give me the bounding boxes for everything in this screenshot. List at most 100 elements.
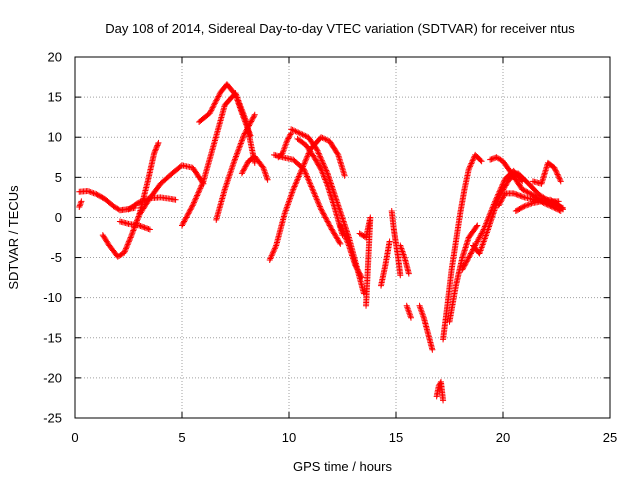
data-point (293, 128, 300, 135)
data-point (214, 94, 221, 101)
y-tick-label: -20 (43, 370, 62, 385)
data-point (469, 247, 476, 254)
data-point (477, 233, 484, 240)
data-point (193, 193, 200, 200)
data-point (238, 137, 245, 144)
data-point (251, 111, 258, 118)
data-point (292, 180, 299, 187)
data-point (497, 198, 504, 205)
data-point (298, 130, 305, 137)
data-point (127, 234, 134, 241)
data-point (320, 161, 327, 168)
data-point (211, 100, 218, 107)
data-point (317, 204, 324, 211)
data-point (152, 147, 159, 154)
data-point (323, 217, 330, 224)
data-point (461, 262, 468, 269)
data-point (407, 314, 414, 321)
data-point (77, 201, 84, 208)
data-point (90, 190, 97, 197)
data-point (301, 159, 308, 166)
data-point (240, 167, 247, 174)
data-point (467, 250, 474, 257)
data-point (138, 223, 145, 230)
data-point (155, 139, 162, 146)
data-point (287, 131, 294, 138)
data-point (236, 144, 243, 151)
data-point (268, 252, 275, 259)
data-point (477, 157, 484, 164)
data-point (247, 132, 254, 139)
data-point (341, 172, 348, 179)
data-point (136, 199, 143, 206)
data-point (467, 161, 474, 168)
data-point (91, 190, 98, 197)
data-point (145, 225, 152, 232)
x-axis-label: GPS time / hours (293, 459, 392, 474)
data-point (353, 263, 360, 270)
data-point (316, 202, 323, 209)
data-point (302, 170, 309, 177)
data-point (289, 126, 296, 133)
data-point (474, 238, 481, 245)
data-point (235, 146, 242, 153)
data-point (152, 146, 159, 153)
x-tick-label: 15 (389, 430, 403, 445)
data-point (226, 171, 233, 178)
data-point (188, 203, 195, 210)
data-point (210, 103, 217, 110)
data-point (288, 126, 295, 133)
data-point (552, 167, 559, 174)
data-point (239, 112, 246, 119)
data-point (555, 172, 562, 179)
data-point (286, 134, 292, 141)
data-point (429, 346, 436, 353)
data-point (233, 152, 240, 159)
data-point (246, 121, 253, 128)
data-point (197, 184, 204, 191)
data-point (129, 228, 136, 235)
data-point (190, 200, 197, 207)
data-point (179, 221, 186, 228)
data-point (228, 166, 235, 173)
data-point (500, 193, 507, 200)
data-point (199, 181, 206, 188)
data-point (246, 129, 253, 136)
data-point (293, 177, 300, 184)
data-point (230, 160, 237, 167)
data-point (151, 150, 158, 157)
data-point (238, 139, 245, 146)
data-point (467, 251, 474, 258)
data-point (514, 191, 521, 198)
data-point (206, 110, 213, 117)
data-point (337, 240, 344, 247)
data-point (468, 160, 475, 167)
data-point (233, 153, 240, 160)
data-point (320, 211, 327, 218)
data-point (342, 233, 349, 240)
data-point (325, 221, 332, 228)
data-point (302, 169, 309, 176)
data-point (548, 197, 555, 204)
data-point (519, 186, 526, 193)
data-point (556, 175, 563, 182)
data-point (190, 199, 197, 206)
data-point (557, 176, 564, 183)
data-point (513, 191, 520, 198)
data-point (194, 192, 201, 199)
data-point (153, 145, 160, 152)
data-point (186, 207, 193, 214)
data-point (304, 174, 311, 181)
data-point (180, 219, 187, 226)
data-point (286, 132, 293, 139)
data-point (315, 200, 322, 207)
data-point (197, 185, 204, 192)
data-point (213, 97, 220, 104)
data-point (313, 196, 320, 203)
x-tick-label: 25 (603, 430, 617, 445)
data-point (238, 170, 245, 177)
data-point (146, 226, 153, 233)
data-point (314, 197, 321, 204)
data-point (127, 235, 134, 242)
data-point (236, 143, 243, 150)
